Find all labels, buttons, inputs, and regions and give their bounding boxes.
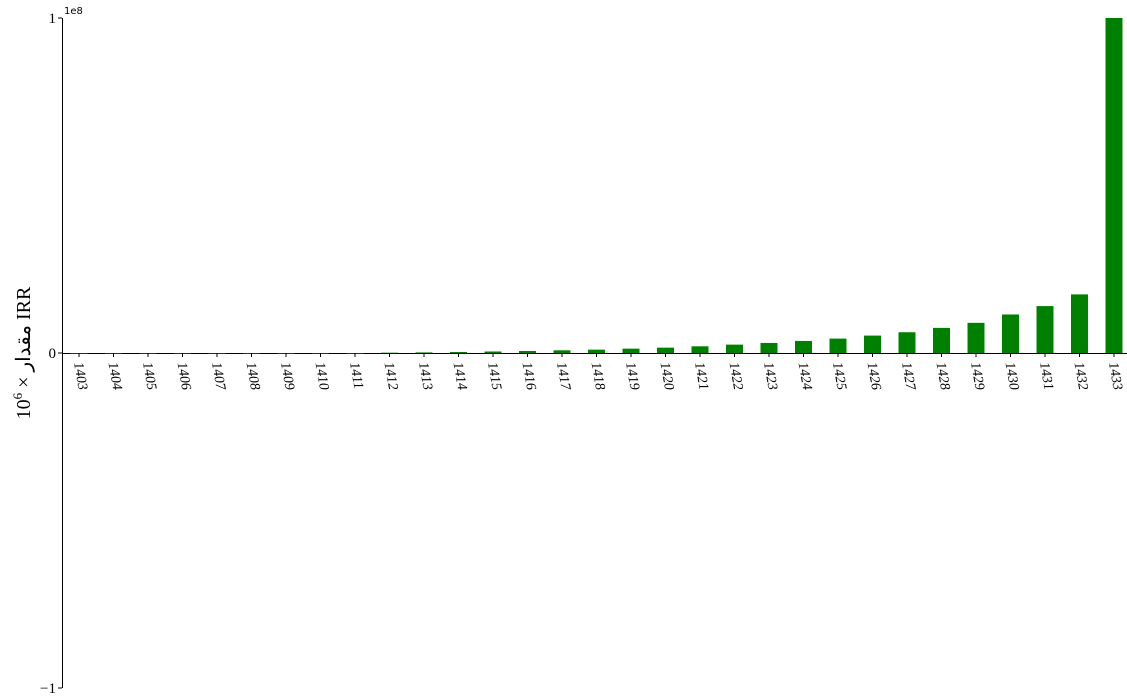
x-tick-label: 1417: [553, 361, 573, 392]
x-tick-label: 1406: [174, 361, 194, 391]
y-tick-label: 1: [49, 11, 57, 27]
x-tick-label: 1426: [864, 361, 884, 391]
x-tick-label: 1423: [760, 361, 780, 391]
y-axis-label: مقدار × 106 IRR: [10, 286, 35, 419]
bar-1419: [622, 348, 640, 353]
x-tick-label: 1416: [519, 361, 539, 391]
bar-1415: [484, 351, 502, 353]
x-tick-label: 1421: [691, 361, 711, 391]
x-tick-label: 1410: [312, 361, 332, 391]
x-tick-label: 1422: [726, 361, 746, 391]
bar-1427: [898, 332, 916, 353]
y-axis-label-unit: IRR: [13, 286, 35, 325]
x-tick-label: 1432: [1071, 361, 1091, 391]
x-tick-label: 1430: [1002, 361, 1022, 391]
bar-1430: [1002, 314, 1019, 353]
bar-1426: [864, 335, 881, 353]
x-tick-label: 1408: [243, 361, 263, 391]
x-tick-label: 1425: [829, 361, 849, 391]
bar-1412: [381, 352, 398, 354]
bar-1423: [760, 342, 778, 353]
bar-1429: [967, 322, 985, 353]
bar-1420: [657, 347, 674, 353]
bar-1416: [519, 350, 536, 353]
x-tick-label: 1403: [70, 361, 90, 391]
x-tick-label: 1424: [795, 361, 815, 391]
x-tick-label: 1433: [1105, 361, 1125, 391]
x-tick-label: 1407: [208, 361, 228, 392]
y-axis-label-exponent: 6: [10, 392, 25, 399]
bar-1428: [933, 327, 950, 354]
bar-1413: [415, 352, 433, 353]
x-tick-labels: 1403 1404 1405 1406 1407 1408 1409 1410 1411 1412…: [70, 353, 1125, 392]
bar-1433: [1105, 18, 1123, 353]
y-offset-label: 1e8: [64, 6, 83, 17]
x-tick-label: 1412: [381, 361, 401, 391]
bars: [70, 18, 1123, 354]
x-tick-label: 1411: [346, 361, 365, 390]
bar-1431: [1036, 306, 1054, 353]
x-tick-label: 1420: [657, 361, 677, 391]
x-tick-label: 1409: [277, 361, 297, 391]
bar-1425: [829, 338, 847, 353]
bar-1417: [553, 350, 571, 353]
axes: [62, 18, 1127, 688]
x-tick-label: 1427: [898, 361, 918, 392]
bar-1422: [726, 344, 743, 353]
y-tick-labels: 1 0 −1: [40, 11, 62, 697]
x-tick-label: 1414: [450, 361, 470, 391]
bar-1432: [1071, 294, 1088, 354]
x-tick-label: 1418: [588, 361, 608, 391]
x-tick-label: 1404: [105, 361, 125, 391]
x-tick-label: 1431: [1036, 361, 1056, 391]
x-tick-label: 1419: [622, 361, 642, 391]
x-tick-label: 1429: [967, 361, 987, 391]
x-tick-label: 1428: [933, 361, 953, 391]
y-axis-label-text: مقدار × 10: [13, 325, 35, 419]
bar-1421: [691, 346, 709, 353]
x-tick-label: 1413: [415, 361, 435, 391]
bar-1424: [795, 340, 812, 353]
y-tick-label: −1: [40, 681, 56, 697]
x-tick-label: 1405: [139, 361, 159, 391]
x-tick-label: 1415: [484, 361, 504, 391]
bar-1418: [588, 349, 605, 353]
y-tick-label: 0: [49, 346, 57, 362]
bar-1414: [450, 352, 467, 353]
